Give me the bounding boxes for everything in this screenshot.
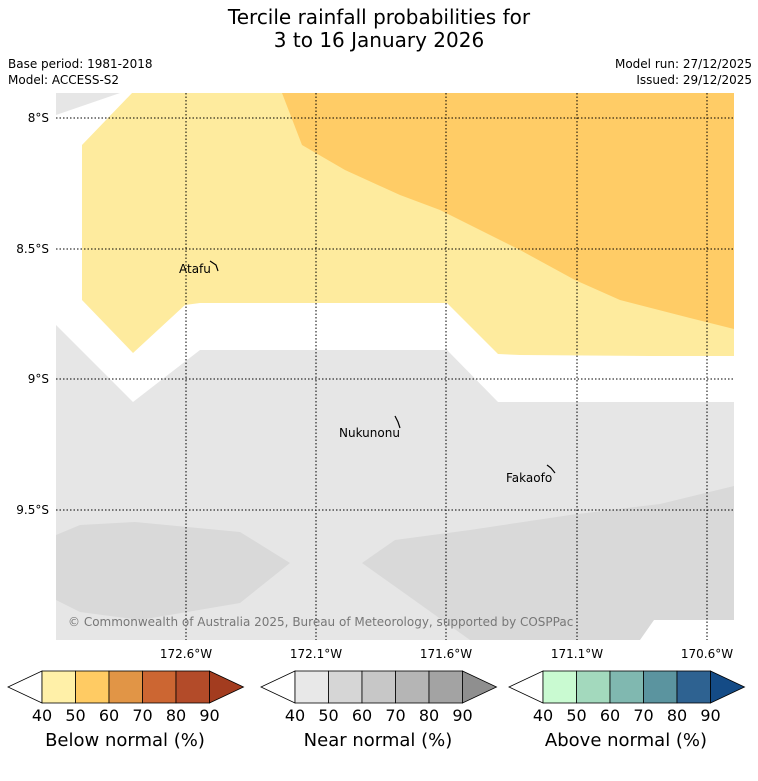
colorbar-below-segment (142, 670, 177, 704)
colorbar-below-segment (75, 670, 110, 704)
lon-label: 172.6°W (160, 647, 212, 661)
colorbar-above-segment (609, 670, 644, 704)
colorbar-label-near: Near normal (%) (303, 730, 453, 751)
colorbar-near-segment (361, 670, 396, 704)
colorbar-near-tick: 80 (419, 706, 439, 725)
lon-label: 171.6°W (420, 647, 472, 661)
place-label-fakaofo: Fakaofo (506, 471, 552, 485)
colorbar-below-under (7, 670, 43, 704)
colorbar-above-segment (676, 670, 711, 704)
colorbar-near-tick: 40 (285, 706, 305, 725)
colorbar-near-segment (395, 670, 430, 704)
colorbar-near-segment (428, 670, 463, 704)
title-line-2: 3 to 16 January 2026 (273, 28, 485, 52)
colorbar-above-segment (576, 670, 611, 704)
colorbar-below-tick: 40 (32, 706, 52, 725)
map-area (56, 93, 734, 640)
lat-label: 9°S (28, 372, 49, 386)
colorbar-label-above: Above normal (%) (544, 730, 708, 751)
colorbar-group: 40 50 60 70 80 90 40 50 60 70 80 90 40 50 60 70 80 90 (7, 670, 746, 725)
place-label-nukunonu: Nukunonu (339, 426, 400, 440)
atoll-atafu (209, 260, 219, 272)
colorbar-below-tick: 70 (132, 706, 152, 725)
below-normal-patch (282, 93, 734, 329)
colorbar-above-over (710, 670, 746, 704)
colorbar-below-tick: 80 (166, 706, 186, 725)
near-normal-patch-west (56, 522, 290, 620)
colorbar-near-over (462, 670, 498, 704)
colorbar-below-tick: 60 (99, 706, 119, 725)
colorbar-above-tick: 60 (600, 706, 620, 725)
issued-date: Issued: 29/12/2025 (636, 73, 752, 87)
colorbar-near-tick: 70 (385, 706, 405, 725)
atoll-nukunonu (394, 415, 401, 429)
colorbar-near-segment (294, 670, 329, 704)
atoll-fakaofo (546, 464, 556, 474)
lat-label: 8°S (28, 111, 49, 125)
colorbar-near-under (260, 670, 296, 704)
colorbar-above-under (508, 670, 544, 704)
colorbar-above-tick: 70 (633, 706, 653, 725)
colorbar-label-below: Below normal (%) (45, 730, 205, 751)
colorbar-below-segment (41, 670, 76, 704)
colorbar-above-tick: 90 (700, 706, 720, 725)
base-period: Base period: 1981-2018 (8, 57, 153, 71)
copyright-notice: © Commonwealth of Australia 2025, Bureau… (68, 615, 573, 629)
colorbar-above-tick: 80 (667, 706, 687, 725)
colorbar-near-tick: 90 (452, 706, 472, 725)
lat-label: 9.5°S (16, 503, 49, 517)
near-normal-patch-east (362, 486, 734, 640)
model-run: Model run: 27/12/2025 (614, 57, 752, 71)
colorbar-below-tick: 50 (65, 706, 85, 725)
map-blank-corner (56, 93, 120, 115)
colorbar-above-segment (643, 670, 678, 704)
title-line-1: Tercile rainfall probabilities for (227, 5, 531, 29)
lon-label: 172.1°W (290, 647, 342, 661)
colorbar-below-over (209, 670, 245, 704)
colorbar-above-segment (542, 670, 577, 704)
colorbar-near-tick: 50 (318, 706, 338, 725)
lat-label: 8.5°S (16, 242, 49, 256)
colorbar-below-tick: 90 (199, 706, 219, 725)
lon-label: 171.1°W (551, 647, 603, 661)
colorbar-above-tick: 50 (566, 706, 586, 725)
colorbar-below-segment (108, 670, 143, 704)
place-label-atafu: Atafu (179, 262, 211, 276)
graticule (56, 93, 734, 640)
lon-label: 170.6°W (681, 647, 733, 661)
colorbar-above-tick: 40 (533, 706, 553, 725)
colorbar-below-segment (175, 670, 210, 704)
colorbar-near-tick: 60 (352, 706, 372, 725)
model-name: Model: ACCESS-S2 (8, 73, 120, 87)
colorbar-near-segment (328, 670, 363, 704)
